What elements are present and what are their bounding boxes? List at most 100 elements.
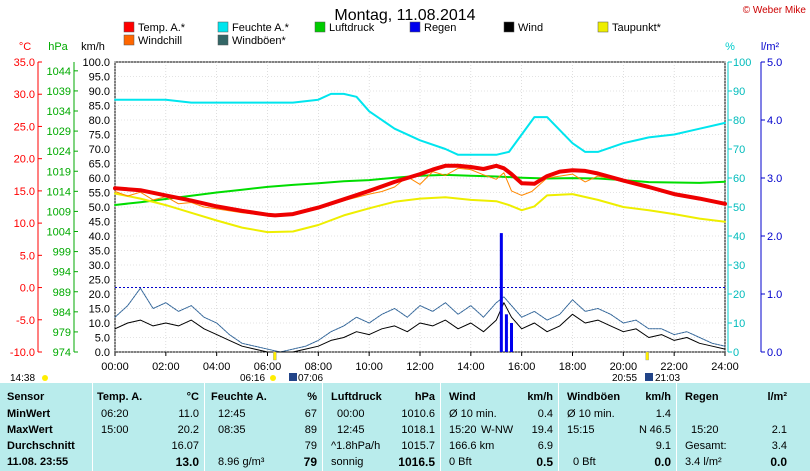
tick-wind-17: 15.0 — [89, 304, 110, 316]
wind-avg-note: 166.6 km — [449, 440, 495, 452]
legend-label-6: Windchill — [138, 35, 182, 47]
col-rain: Regen l/m² 15:20 2.1 Gesamt: 3.4 3.4 l/m² 0.… — [676, 383, 793, 471]
tick-x-4: 08:00 — [305, 361, 333, 373]
tick-wind-12: 40.0 — [89, 231, 110, 243]
sunrise-label: 06:16 — [240, 373, 265, 383]
hum-min-time: 12:45 — [218, 408, 246, 420]
legend: Temp. A.* Feuchte A.* Luftdruck Regen Wind Ta… — [123, 21, 662, 47]
tick-wind-20: 0.0 — [95, 347, 110, 359]
tick-press-3: 1029 — [47, 126, 71, 138]
rain-unit: l/m² — [767, 391, 787, 403]
legend-label-7: Windböen* — [232, 35, 287, 47]
wind-min-note: Ø 10 min. — [449, 408, 497, 420]
tick-wind-0: 100.0 — [82, 57, 110, 69]
rain-cur-note: 3.4 l/m² — [685, 456, 722, 468]
tick-x-9: 18:00 — [559, 361, 587, 373]
unit-temp: °C — [19, 41, 31, 53]
press-min-time: 00:00 — [337, 408, 365, 420]
tick-hum-5: 50 — [733, 202, 745, 214]
press-max-time: 12:45 — [337, 424, 365, 436]
series-line-feuchte-a — [114, 92, 726, 156]
series-layer — [113, 92, 727, 353]
tick-x-7: 14:00 — [457, 361, 485, 373]
sun-markers — [273, 351, 649, 361]
wind-avg-val: 6.9 — [537, 440, 553, 452]
sunset-label: 20:55 — [612, 373, 637, 383]
label-max: MaxWert — [7, 424, 53, 436]
legend-swatch-2 — [314, 21, 326, 33]
tick-hum-8: 20 — [733, 289, 745, 301]
label-current: 11.08. 23:55 — [7, 456, 69, 468]
summary-table: Sensor MinWert MaxWert Durchschnitt 11.0… — [0, 383, 810, 471]
tick-temp-8: -5.0 — [16, 315, 35, 327]
tick-temp-6: 5.0 — [20, 250, 35, 262]
tick-wind-7: 65.0 — [89, 159, 110, 171]
temp-max-time: 15:00 — [101, 424, 129, 436]
tick-press-14: 974 — [53, 347, 71, 359]
rain-avg-note: Gesamt: — [685, 440, 727, 452]
tick-press-0: 1044 — [47, 66, 71, 78]
press-cur-note: sonnig — [331, 456, 364, 468]
wind-head: Wind — [449, 391, 476, 403]
tick-wind-15: 25.0 — [89, 275, 110, 287]
tick-x-3: 06:00 — [254, 361, 282, 373]
gust-unit: km/h — [645, 391, 671, 403]
temp-unit: °C — [186, 391, 199, 403]
col-temp: Temp. A. °C 06:20 11.0 15:00 20.2 16.07 13.… — [92, 383, 205, 471]
rain-cur-val: 0.0 — [770, 455, 787, 469]
unit-wind: km/h — [81, 41, 105, 53]
rain-head: Regen — [685, 391, 719, 403]
legend-swatch-0 — [123, 21, 135, 33]
col-gust: Windböen km/h Ø 10 min. 1.4 15:15 N 46.5 9.1… — [558, 383, 677, 471]
tick-rain-2: 3.0 — [767, 173, 782, 185]
tick-wind-9: 55.0 — [89, 188, 110, 200]
tick-rain-5: 0.0 — [767, 347, 782, 359]
tick-press-7: 1009 — [47, 206, 71, 218]
unit-pressure: hPa — [48, 41, 68, 53]
tick-temp-5: 10.0 — [14, 218, 35, 230]
dawn-moon-icon — [289, 373, 297, 381]
rain-avg-val: 3.4 — [771, 440, 787, 452]
tick-hum-2: 80 — [733, 115, 745, 127]
press-head: Luftdruck — [331, 391, 382, 403]
wind-max-val: 19.4 — [531, 424, 553, 436]
rain-bar-2 — [510, 323, 513, 352]
tick-wind-1: 95.0 — [89, 72, 110, 84]
tick-press-10: 994 — [53, 267, 71, 279]
wind-unit: km/h — [527, 391, 553, 403]
temp-cur-val: 13.0 — [175, 455, 199, 469]
sunrise-sun-icon — [270, 375, 276, 381]
wind-max-dir: W-NW — [481, 424, 514, 436]
wind-cur-val: 0.5 — [536, 455, 553, 469]
legend-swatch-3 — [409, 21, 421, 33]
legend-swatch-4 — [503, 21, 515, 33]
tick-x-5: 10:00 — [355, 361, 383, 373]
temp-avg-val: 16.07 — [171, 440, 199, 452]
series-line-windb-en — [114, 287, 726, 353]
tick-wind-14: 30.0 — [89, 260, 110, 272]
grid — [114, 61, 726, 353]
gust-min-val: 1.4 — [655, 408, 671, 420]
tick-press-9: 999 — [53, 247, 71, 259]
tick-wind-10: 50.0 — [89, 202, 110, 214]
legend-swatch-6 — [123, 34, 135, 46]
tick-hum-4: 60 — [733, 173, 745, 185]
tick-wind-2: 90.0 — [89, 86, 110, 98]
sun-marker-1 — [645, 351, 649, 361]
tick-press-8: 1004 — [47, 227, 71, 239]
tick-wind-4: 80.0 — [89, 115, 110, 127]
legend-label-5: Taupunkt* — [612, 22, 662, 34]
tick-hum-6: 40 — [733, 231, 745, 243]
press-avg-note: ^1.8hPa/h — [331, 440, 381, 452]
press-avg-val: 1015.7 — [401, 440, 435, 452]
tick-wind-3: 85.0 — [89, 101, 110, 113]
tick-x-12: 24:00 — [711, 361, 739, 373]
left-time-label: 14:38 — [10, 373, 35, 383]
rain-max-val: 2.1 — [771, 424, 787, 436]
hum-avg-val: 79 — [304, 440, 317, 452]
tick-rain-1: 4.0 — [767, 115, 782, 127]
dusk-moon-icon — [645, 373, 653, 381]
tick-hum-1: 90 — [733, 86, 745, 98]
temp-max-val: 20.2 — [177, 424, 199, 436]
gust-min-note: Ø 10 min. — [567, 408, 615, 420]
